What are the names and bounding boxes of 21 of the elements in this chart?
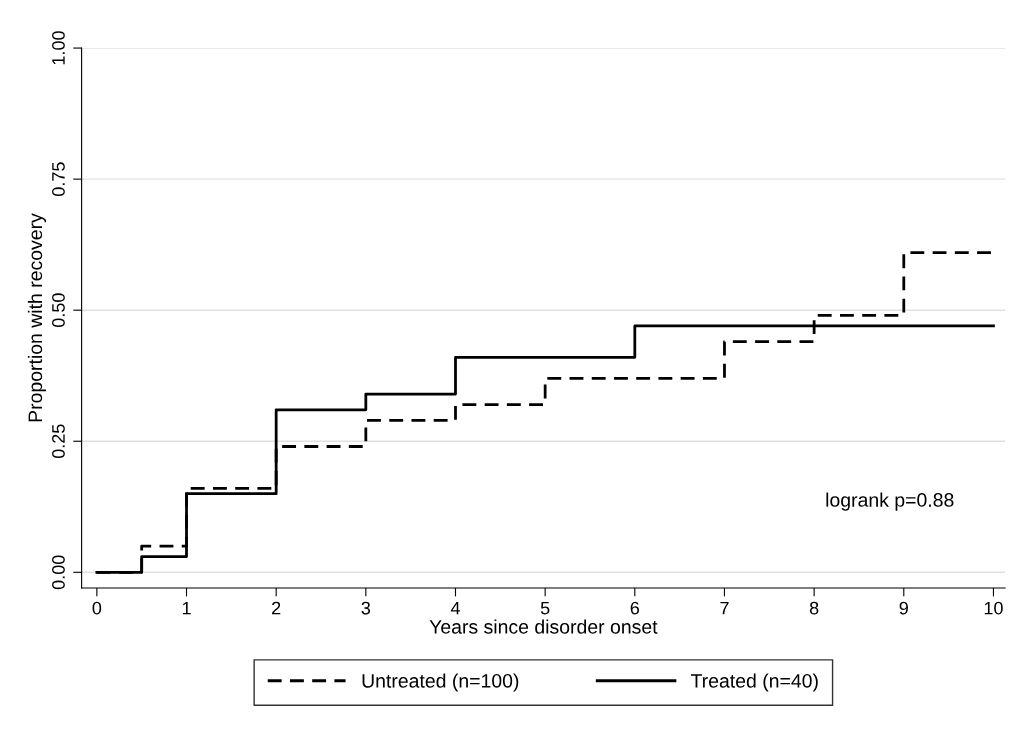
y-axis-title: Proportion with recovery — [27, 213, 47, 422]
legend-label: Untreated (n=100) — [362, 673, 519, 692]
y-tick-label: 0.25 — [52, 424, 65, 459]
x-tick-label: 1 — [182, 601, 191, 615]
y-tick-label: 0.00 — [52, 555, 65, 590]
legend-label: Treated (n=40) — [690, 673, 818, 692]
annotation: logrank p=0.88 — [826, 492, 954, 511]
x-tick-label: 7 — [720, 601, 729, 615]
x-tick-label: 9 — [899, 601, 908, 615]
x-axis-title: Years since disorder onset — [429, 619, 658, 634]
x-tick-label: 6 — [630, 601, 640, 615]
y-tick-label: 0.75 — [52, 162, 65, 196]
x-tick-label: 2 — [272, 601, 281, 615]
x-tick-label: 0 — [92, 601, 102, 615]
x-tick-label: 10 — [984, 601, 1003, 615]
y-tick-label: 0.50 — [52, 293, 65, 328]
x-tick-label: 8 — [809, 601, 819, 615]
x-tick-label: 4 — [450, 601, 460, 615]
x-tick-label: 5 — [540, 601, 550, 615]
y-tick-label: 1.00 — [52, 31, 65, 65]
x-tick-label: 3 — [361, 601, 371, 615]
